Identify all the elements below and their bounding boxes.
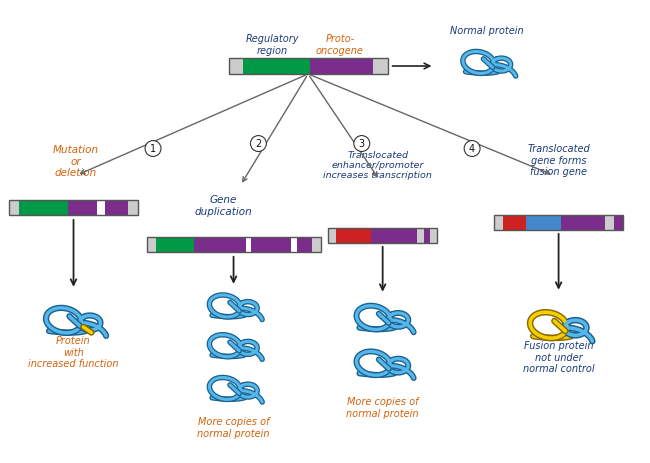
Bar	[252, 237, 291, 252]
Text: Proto-
oncogene: Proto- oncogene	[316, 34, 364, 56]
Circle shape	[464, 141, 480, 156]
Text: Translocated
gene forms
fusion gene: Translocated gene forms fusion gene	[527, 144, 590, 177]
Bar	[328, 228, 437, 243]
Bar	[335, 228, 370, 243]
Bar	[296, 237, 313, 252]
Text: 3: 3	[359, 138, 365, 149]
Bar	[246, 237, 252, 252]
Bar	[494, 215, 503, 230]
Bar	[503, 215, 526, 230]
Bar	[147, 237, 156, 252]
Bar	[328, 228, 335, 243]
Bar	[430, 228, 437, 243]
Bar	[614, 215, 623, 230]
Text: Normal protein: Normal protein	[450, 26, 524, 36]
Text: Regulatory
region: Regulatory region	[246, 34, 299, 56]
Text: More copies of
normal protein: More copies of normal protein	[346, 397, 419, 419]
Bar	[229, 58, 387, 74]
Bar	[561, 215, 605, 230]
Circle shape	[250, 136, 266, 151]
Text: More copies of
normal protein: More copies of normal protein	[198, 417, 270, 439]
Bar	[417, 228, 424, 243]
Bar	[424, 228, 430, 243]
Bar	[243, 58, 309, 74]
Bar	[194, 237, 246, 252]
Circle shape	[354, 136, 370, 151]
Bar	[97, 200, 105, 215]
Bar	[156, 237, 194, 252]
Text: 4: 4	[469, 144, 475, 154]
Bar	[68, 200, 97, 215]
Bar	[291, 237, 296, 252]
Bar	[9, 200, 138, 215]
Bar	[526, 215, 561, 230]
Bar	[494, 215, 623, 230]
Text: Protein
with
increased function: Protein with increased function	[28, 336, 119, 369]
Text: Translocated
enhancer/promoter
increases transcription: Translocated enhancer/promoter increases…	[323, 150, 432, 180]
Bar	[229, 58, 243, 74]
Bar	[370, 228, 417, 243]
Circle shape	[145, 141, 161, 156]
Bar	[147, 237, 321, 252]
Text: Gene
duplication: Gene duplication	[195, 195, 252, 217]
Bar	[373, 58, 387, 74]
Bar	[309, 58, 373, 74]
Bar	[105, 200, 128, 215]
Bar	[20, 200, 68, 215]
Bar	[9, 200, 20, 215]
Bar	[128, 200, 138, 215]
Text: Fusion protein
not under
normal control: Fusion protein not under normal control	[523, 341, 594, 374]
Text: Mutation
or
deletion: Mutation or deletion	[53, 145, 99, 178]
Bar	[313, 237, 321, 252]
Text: 1: 1	[150, 144, 156, 154]
Bar	[605, 215, 614, 230]
Text: 2: 2	[255, 138, 261, 149]
